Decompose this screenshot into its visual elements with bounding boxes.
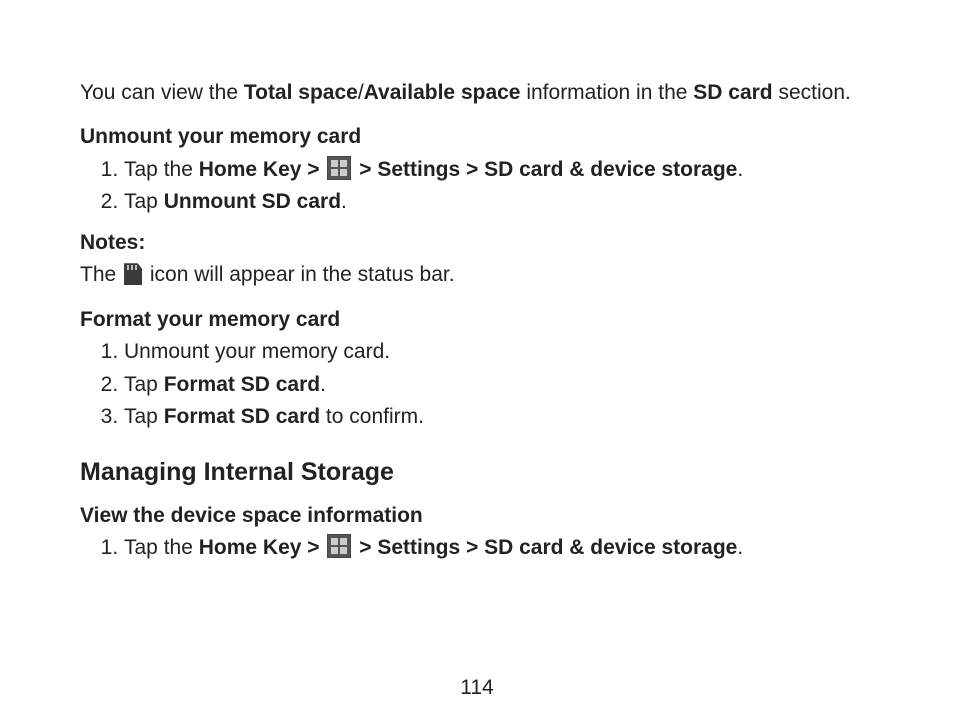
text-bold: Format SD card [164, 373, 320, 396]
page-number: 114 [0, 673, 954, 703]
document-page: You can view the Total space/Available s… [0, 0, 954, 727]
text: information in the [521, 81, 694, 104]
text: icon will appear in the status bar. [150, 263, 455, 286]
list-item: Tap Format SD card to confirm. [124, 402, 874, 432]
text: Tap [124, 405, 164, 428]
text-bold: Format SD card [164, 405, 320, 428]
notes-paragraph: The icon will appear in the status bar. [80, 260, 874, 290]
text: . [737, 158, 743, 181]
text-bold: SD card [693, 81, 772, 104]
list-item: Tap the Home Key > > Settings > SD card … [124, 533, 874, 563]
list-item: Tap Format SD card. [124, 370, 874, 400]
text: Tap [124, 190, 164, 213]
text: Tap [124, 373, 164, 396]
text: section. [773, 81, 851, 104]
text-bold: Available space [364, 81, 521, 104]
text-bold: Unmount SD card [164, 190, 341, 213]
text: . [737, 536, 743, 559]
format-steps: Unmount your memory card. Tap Format SD … [80, 337, 874, 432]
view-device-space-steps: Tap the Home Key > > Settings > SD card … [80, 533, 874, 563]
text-bold: > Settings > SD card & device storage [359, 158, 737, 181]
text: to confirm. [320, 405, 424, 428]
text: Tap the [124, 536, 199, 559]
text-bold: Home Key > [199, 158, 326, 181]
apps-grid-icon [327, 534, 351, 558]
unmount-heading: Unmount your memory card [80, 122, 874, 152]
text: . [320, 373, 326, 396]
text: . [341, 190, 347, 213]
intro-paragraph: You can view the Total space/Available s… [80, 78, 874, 108]
format-heading: Format your memory card [80, 305, 874, 335]
sd-card-icon [124, 263, 142, 285]
internal-storage-heading: Managing Internal Storage [80, 454, 874, 490]
unmount-steps: Tap the Home Key > > Settings > SD card … [80, 155, 874, 218]
text-bold: > Settings > SD card & device storage [359, 536, 737, 559]
text: The [80, 263, 122, 286]
text: Tap the [124, 158, 199, 181]
text: You can view the [80, 81, 244, 104]
list-item: Unmount your memory card. [124, 337, 874, 367]
apps-grid-icon [327, 156, 351, 180]
text-bold: Total space [244, 81, 358, 104]
text-bold: Home Key > [199, 536, 326, 559]
list-item: Tap Unmount SD card. [124, 187, 874, 217]
view-device-space-heading: View the device space information [80, 501, 874, 531]
list-item: Tap the Home Key > > Settings > SD card … [124, 155, 874, 185]
notes-heading: Notes: [80, 228, 874, 258]
